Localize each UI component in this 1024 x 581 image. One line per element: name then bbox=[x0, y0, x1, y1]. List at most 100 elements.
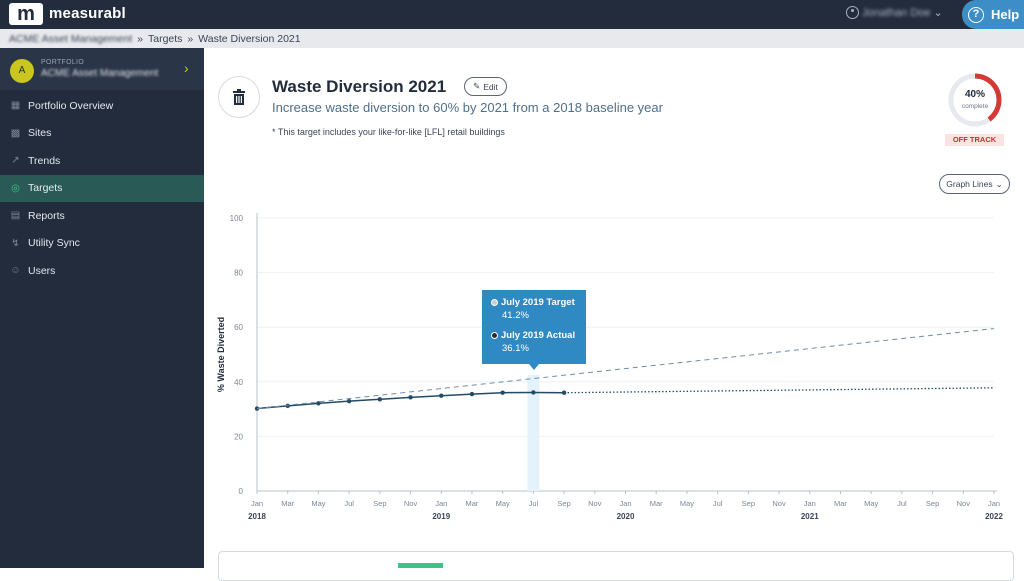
x-tick-label: Nov bbox=[588, 499, 602, 508]
actual-data-point bbox=[346, 398, 352, 404]
actual-data-point bbox=[408, 395, 413, 400]
app-name[interactable]: measurabl bbox=[49, 5, 126, 22]
target-icon: ◎ bbox=[11, 182, 20, 194]
x-tick-label: Jan bbox=[435, 499, 447, 508]
x-year-label: 2019 bbox=[432, 512, 450, 521]
series-line-actual bbox=[256, 391, 565, 410]
progress-label: complete bbox=[961, 103, 989, 110]
actual-data-point bbox=[285, 403, 290, 409]
trend-chart-icon: ↗ bbox=[11, 155, 20, 167]
x-tick-label: Nov bbox=[957, 499, 971, 508]
y-tick-label: 20 bbox=[234, 432, 243, 441]
series-line-target bbox=[256, 328, 995, 410]
sidebar-item-trends[interactable]: ↗ Trends bbox=[0, 147, 204, 175]
dashboard-icon: ▦ bbox=[10, 100, 21, 112]
tooltip-actual-label: July 2019 Actual bbox=[501, 330, 576, 341]
x-tick-label: Jul bbox=[344, 499, 354, 508]
x-year-label: 2020 bbox=[617, 512, 635, 521]
portfolio-name: ACME Asset Management bbox=[41, 68, 159, 79]
actual-data-point bbox=[316, 401, 321, 406]
details-panel bbox=[218, 551, 1014, 581]
portfolio-avatar: A bbox=[10, 59, 34, 83]
sidebar-item-utility-sync[interactable]: ↯ Utility Sync bbox=[0, 230, 204, 258]
sidebar-item-sites[interactable]: ▩ Sites bbox=[0, 120, 204, 148]
sidebar-item-label: Users bbox=[28, 264, 56, 277]
chevron-right-icon: › bbox=[184, 60, 189, 76]
x-tick-label: Nov bbox=[404, 499, 418, 508]
y-tick-label: 60 bbox=[234, 323, 243, 332]
sidebar-item-label: Utility Sync bbox=[28, 237, 80, 250]
target-note: * This target includes your like-for-lik… bbox=[272, 127, 505, 137]
x-year-label: 2021 bbox=[801, 512, 819, 521]
sidebar: A PORTFOLIO ACME Asset Management › ▦ Po… bbox=[0, 48, 204, 568]
y-tick-label: 40 bbox=[234, 378, 243, 387]
help-button[interactable]: ? Help bbox=[962, 0, 1024, 29]
graph-lines-label: Graph Lines bbox=[946, 179, 993, 189]
x-year-label: 2022 bbox=[985, 512, 1003, 521]
user-menu[interactable]: Jonathan Doe ⌄ bbox=[846, 6, 943, 19]
tooltip-target-row: July 2019 Target bbox=[491, 297, 577, 308]
actual-data-point bbox=[439, 393, 444, 398]
x-tick-label: Jan bbox=[619, 499, 631, 508]
chevron-down-icon: ⌄ bbox=[995, 178, 1003, 189]
sidebar-item-portfolio-overview[interactable]: ▦ Portfolio Overview bbox=[0, 92, 204, 120]
breadcrumb-separator: » bbox=[137, 32, 143, 45]
y-axis-label: % Waste Diverted bbox=[216, 317, 226, 392]
x-tick-label: Sep bbox=[742, 499, 755, 508]
x-tick-label: Sep bbox=[926, 499, 939, 508]
main-content: Waste Diversion 2021 ✎ Edit Increase was… bbox=[204, 48, 1024, 581]
status-badge: OFF TRACK bbox=[945, 134, 1004, 146]
tooltip-target-label: July 2019 Target bbox=[501, 297, 575, 308]
chart-tooltip: July 2019 Target 41.2% July 2019 Actual … bbox=[482, 290, 586, 370]
x-tick-label: Jan bbox=[988, 499, 1000, 508]
sidebar-item-label: Trends bbox=[28, 154, 61, 167]
graph-lines-dropdown[interactable]: Graph Lines ⌄ bbox=[939, 174, 1010, 194]
sidebar-item-label: Reports bbox=[28, 209, 65, 222]
y-tick-label: 0 bbox=[239, 487, 244, 496]
actual-marker-icon bbox=[491, 332, 498, 339]
page-title: Waste Diversion 2021 bbox=[272, 77, 447, 96]
highlight-band bbox=[527, 375, 540, 491]
sidebar-item-reports[interactable]: ▤ Reports bbox=[0, 202, 204, 230]
help-label: Help bbox=[991, 7, 1020, 22]
sidebar-item-label: Portfolio Overview bbox=[28, 99, 114, 112]
breadcrumb: ACME Asset Management » Targets » Waste … bbox=[0, 29, 1024, 48]
x-tick-label: Mar bbox=[281, 499, 294, 508]
x-tick-label: May bbox=[496, 499, 510, 508]
x-tick-label: Mar bbox=[465, 499, 478, 508]
progress-arc bbox=[948, 73, 1002, 127]
logo-icon[interactable]: m bbox=[9, 3, 43, 25]
sidebar-item-targets[interactable]: ◎ Targets bbox=[0, 174, 204, 202]
x-tick-label: Jul bbox=[713, 499, 723, 508]
x-tick-label: Mar bbox=[834, 499, 847, 508]
tooltip-pointer bbox=[529, 364, 539, 370]
chevron-down-icon: ⌄ bbox=[933, 7, 943, 19]
scroll-indicator bbox=[398, 563, 443, 568]
tooltip-target-value: 41.2% bbox=[502, 310, 529, 321]
x-tick-label: Jan bbox=[251, 499, 263, 508]
x-tick-label: May bbox=[864, 499, 878, 508]
x-tick-label: May bbox=[311, 499, 325, 508]
edit-label: Edit bbox=[483, 81, 498, 92]
portfolio-label: PORTFOLIO bbox=[41, 59, 85, 66]
top-bar: m measurabl Jonathan Doe ⌄ ? Help bbox=[0, 0, 1024, 29]
x-tick-label: Sep bbox=[557, 499, 570, 508]
actual-data-point bbox=[469, 391, 475, 397]
y-tick-label: 100 bbox=[230, 214, 244, 223]
portfolio-switcher[interactable]: A PORTFOLIO ACME Asset Management › bbox=[0, 48, 204, 90]
sidebar-item-users[interactable]: ☺ Users bbox=[0, 257, 204, 285]
breadcrumb-item-portfolio[interactable]: ACME Asset Management bbox=[9, 32, 133, 45]
breadcrumb-separator: » bbox=[187, 32, 194, 45]
actual-data-point bbox=[377, 397, 383, 402]
breadcrumb-item-current: Waste Diversion 2021 bbox=[198, 32, 301, 45]
breadcrumb-item-targets[interactable]: Targets bbox=[147, 32, 183, 45]
waste-diversion-chart: 0 20 40 60 80 100 % Waste Diverted Jan Mar May Jul… bbox=[216, 213, 1003, 521]
pencil-icon: ✎ bbox=[473, 81, 481, 91]
target-subtitle: Increase waste diversion to 60% by 2021 … bbox=[272, 100, 663, 115]
report-icon: ▤ bbox=[10, 210, 21, 222]
x-tick-label: Mar bbox=[650, 499, 663, 508]
edit-button[interactable]: ✎ Edit bbox=[464, 77, 507, 96]
progress-donut bbox=[948, 73, 1002, 127]
series-line-actual-projection bbox=[564, 387, 995, 394]
user-name: Jonathan Doe bbox=[862, 6, 931, 19]
